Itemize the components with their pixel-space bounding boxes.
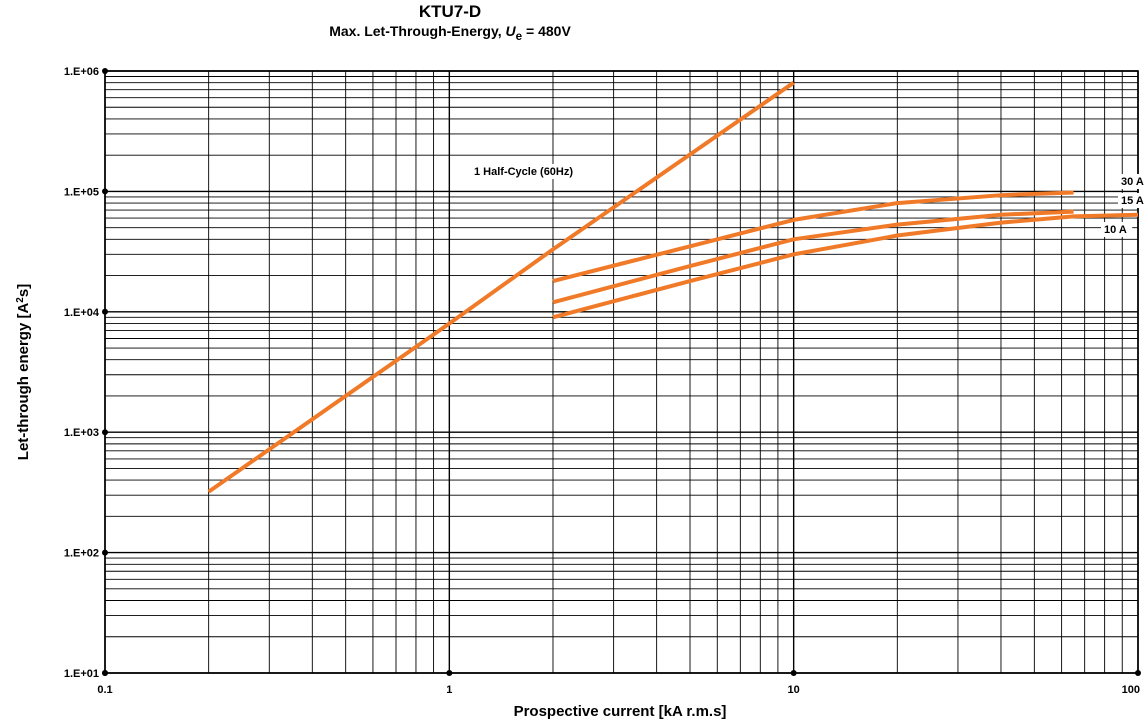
chart-subtitle: Max. Let-Through-Energy, Ue = 480V bbox=[240, 23, 660, 43]
y-tick-label: 1.E+04 bbox=[64, 307, 100, 319]
subtitle-prefix: Max. Let-Through-Energy, bbox=[329, 23, 506, 39]
series-label-bg bbox=[1118, 193, 1148, 208]
series-label: 15 A bbox=[1121, 195, 1144, 207]
series-label-bg bbox=[1118, 174, 1148, 189]
subtitle-variable: U bbox=[505, 23, 516, 39]
x-tick-label: 1 bbox=[446, 684, 452, 696]
y-tick-label: 1.E+01 bbox=[64, 668, 99, 680]
y-tick-label: 1.E+03 bbox=[64, 427, 99, 439]
y-tick-label: 1.E+06 bbox=[64, 66, 99, 78]
x-axis-label: Prospective current [kA r.m.s] bbox=[514, 703, 727, 720]
x-tick-dot bbox=[102, 670, 108, 676]
y-tick-dot bbox=[102, 429, 108, 436]
x-tick-label: 0.1 bbox=[97, 684, 112, 696]
series-line bbox=[552, 190, 1074, 284]
y-axis-label: Let-through energy [A2s] bbox=[15, 284, 32, 460]
x-tick-dot bbox=[446, 670, 453, 676]
series-label-bg bbox=[1101, 222, 1133, 237]
series-line bbox=[552, 209, 1074, 305]
y-label-suffix: s] bbox=[15, 284, 32, 297]
series-line bbox=[207, 81, 795, 494]
subtitle-suffix: = 480V bbox=[522, 23, 571, 39]
y-tick-dot bbox=[102, 308, 108, 315]
x-tick-dot bbox=[790, 670, 797, 676]
chart-title: KTU7-D bbox=[418, 2, 482, 21]
y-tick-dot bbox=[102, 68, 108, 74]
series-line bbox=[552, 212, 1139, 320]
subtitle-subscript: e bbox=[515, 29, 523, 43]
x-tick-label: 100 bbox=[1122, 684, 1140, 696]
x-tick-label: 10 bbox=[788, 684, 800, 696]
y-tick-dot bbox=[102, 188, 108, 195]
grid bbox=[104, 70, 1139, 674]
x-tick-dot bbox=[1135, 670, 1141, 676]
series-group bbox=[207, 81, 1139, 494]
series-label: 10 A bbox=[1104, 224, 1127, 236]
plot-frame bbox=[104, 70, 1139, 674]
y-tick-label: 1.E+02 bbox=[64, 548, 99, 560]
series-label: 30 A bbox=[1121, 176, 1144, 188]
y-tick-label: 1.E+05 bbox=[64, 186, 99, 198]
series-label-bg bbox=[471, 164, 597, 179]
y-label-superscript: 2 bbox=[15, 297, 26, 303]
y-tick-dot bbox=[102, 549, 108, 556]
series-label: 1 Half-Cycle (60Hz) bbox=[474, 166, 573, 178]
y-label-prefix: Let-through energy [A bbox=[15, 303, 32, 461]
labels: 1.E+01 1.E+02 1.E+03 1.E+04 1.E+05 1.E+06 0.1 1… bbox=[64, 66, 1148, 696]
axes bbox=[102, 68, 1141, 676]
